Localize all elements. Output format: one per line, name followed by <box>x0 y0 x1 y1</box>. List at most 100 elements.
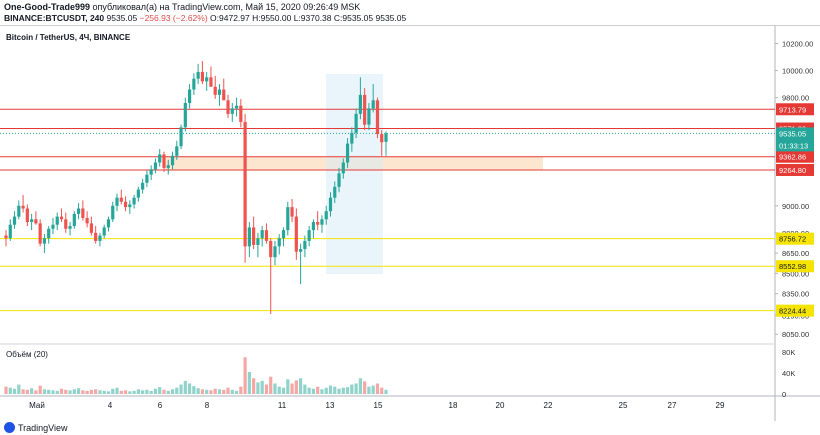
ticker-last-price: 9535.05 <box>375 13 407 23</box>
volume-bar <box>205 389 209 394</box>
candle-body <box>81 208 85 218</box>
volume-bar <box>324 387 328 394</box>
volume-bar <box>264 384 269 394</box>
candle-body <box>132 197 136 205</box>
volume-bar <box>247 371 251 394</box>
candle-body <box>307 230 311 241</box>
volume-tick-label: 80K <box>782 348 795 357</box>
candle-body <box>85 217 89 224</box>
candle-body <box>4 235 8 239</box>
x-tick-label: 4 <box>108 401 113 410</box>
volume-bar <box>4 386 8 394</box>
volume-bar <box>47 389 51 394</box>
tradingview-logo-icon <box>4 422 15 433</box>
brand-name: TradingView <box>18 422 68 433</box>
volume-bar <box>290 383 294 394</box>
author-name: One-Good-Trade999 <box>4 2 91 12</box>
volume-bar <box>85 390 89 394</box>
volume-bar <box>153 388 158 394</box>
x-tick-label: 18 <box>449 401 458 410</box>
volume-bar <box>273 383 277 394</box>
price-level-badge <box>776 304 814 317</box>
candle-body <box>200 71 205 82</box>
volume-bar <box>145 389 149 394</box>
volume-bar <box>76 388 81 394</box>
volume-bar <box>175 387 179 394</box>
candle-body <box>68 226 72 229</box>
volume-bar <box>371 385 375 394</box>
volume-bar <box>363 381 367 394</box>
volume-bar <box>128 391 132 394</box>
last-price: 9535.05 <box>106 13 138 23</box>
volume-bar <box>226 387 230 394</box>
candle-body <box>119 197 123 202</box>
candle-body <box>136 189 140 198</box>
x-tick-label: 20 <box>496 401 505 410</box>
volume-tick-label: 40K <box>782 369 795 378</box>
volume-bar <box>243 357 247 394</box>
volume-bar <box>30 388 34 394</box>
volume-bar <box>328 385 333 394</box>
volume-bar <box>102 390 106 394</box>
candle-body <box>337 173 341 187</box>
candle-body <box>158 154 162 163</box>
candle-body <box>170 155 175 166</box>
price-level-label: 8224.44 <box>779 307 806 316</box>
candle-body <box>269 240 273 258</box>
candle-body <box>222 89 226 101</box>
volume-bar <box>333 386 337 394</box>
price-change: −256.93 (−2.62%) <box>139 13 208 23</box>
candle-body <box>380 134 384 143</box>
candle-body <box>30 219 34 223</box>
chart-title: Bitcoin / TetherUS, 4Ч, BINANCE <box>6 33 131 42</box>
candle-body <box>192 78 196 90</box>
candle-body <box>350 132 354 144</box>
volume-bar <box>375 383 380 394</box>
candle-body <box>260 230 264 239</box>
volume-bar <box>213 388 217 394</box>
volume-bar <box>316 386 320 394</box>
candle-body <box>209 77 213 87</box>
candle-body <box>89 223 93 233</box>
candle-body <box>38 223 42 244</box>
candle-body <box>55 216 59 225</box>
candle-body <box>94 232 98 241</box>
chart-canvas[interactable]: Bitcoin / TetherUS, 4Ч, BINANCE 10200.00 1… <box>0 26 820 421</box>
x-tick-label: 22 <box>544 401 553 410</box>
candle-body <box>333 186 337 198</box>
volume-bar <box>170 389 175 394</box>
candle-body <box>273 246 277 258</box>
candle-body <box>42 238 47 244</box>
candle-body <box>145 174 149 183</box>
candle-body <box>311 222 316 231</box>
volume-bar <box>42 389 47 394</box>
footer: TradingView <box>4 420 68 435</box>
candle-body <box>106 219 111 228</box>
candle-body <box>354 113 358 133</box>
volume-bar <box>141 390 145 394</box>
volume-bar <box>350 384 354 394</box>
y-tick-label: 8500.00 <box>782 269 809 278</box>
volume-bar <box>51 390 55 394</box>
candle-body <box>277 238 281 247</box>
y-tick-label: 8650.00 <box>782 249 809 258</box>
candle-body <box>363 94 367 125</box>
volume-bar <box>303 384 307 394</box>
candle-body <box>252 227 256 245</box>
volume-bar <box>38 385 42 394</box>
candle-body <box>183 103 187 128</box>
candle-body <box>256 238 260 245</box>
price-level-label: 9362.86 <box>779 153 806 162</box>
volume-bar <box>183 380 187 394</box>
candle-body <box>47 228 51 239</box>
y-tick-label: 10200.00 <box>782 40 813 49</box>
chart-frame[interactable]: Bitcoin / TetherUS, 4Ч, BINANCE 10200.00 1… <box>0 25 820 421</box>
price-level-label: 8756.72 <box>779 235 806 244</box>
price-level-label: 9264.80 <box>779 166 806 175</box>
candle-body <box>234 105 239 109</box>
price-level-badge <box>776 150 814 163</box>
volume-bar <box>81 390 85 394</box>
volume-bar <box>209 390 213 394</box>
volume-bar <box>367 386 371 394</box>
volume-bar <box>222 389 226 394</box>
